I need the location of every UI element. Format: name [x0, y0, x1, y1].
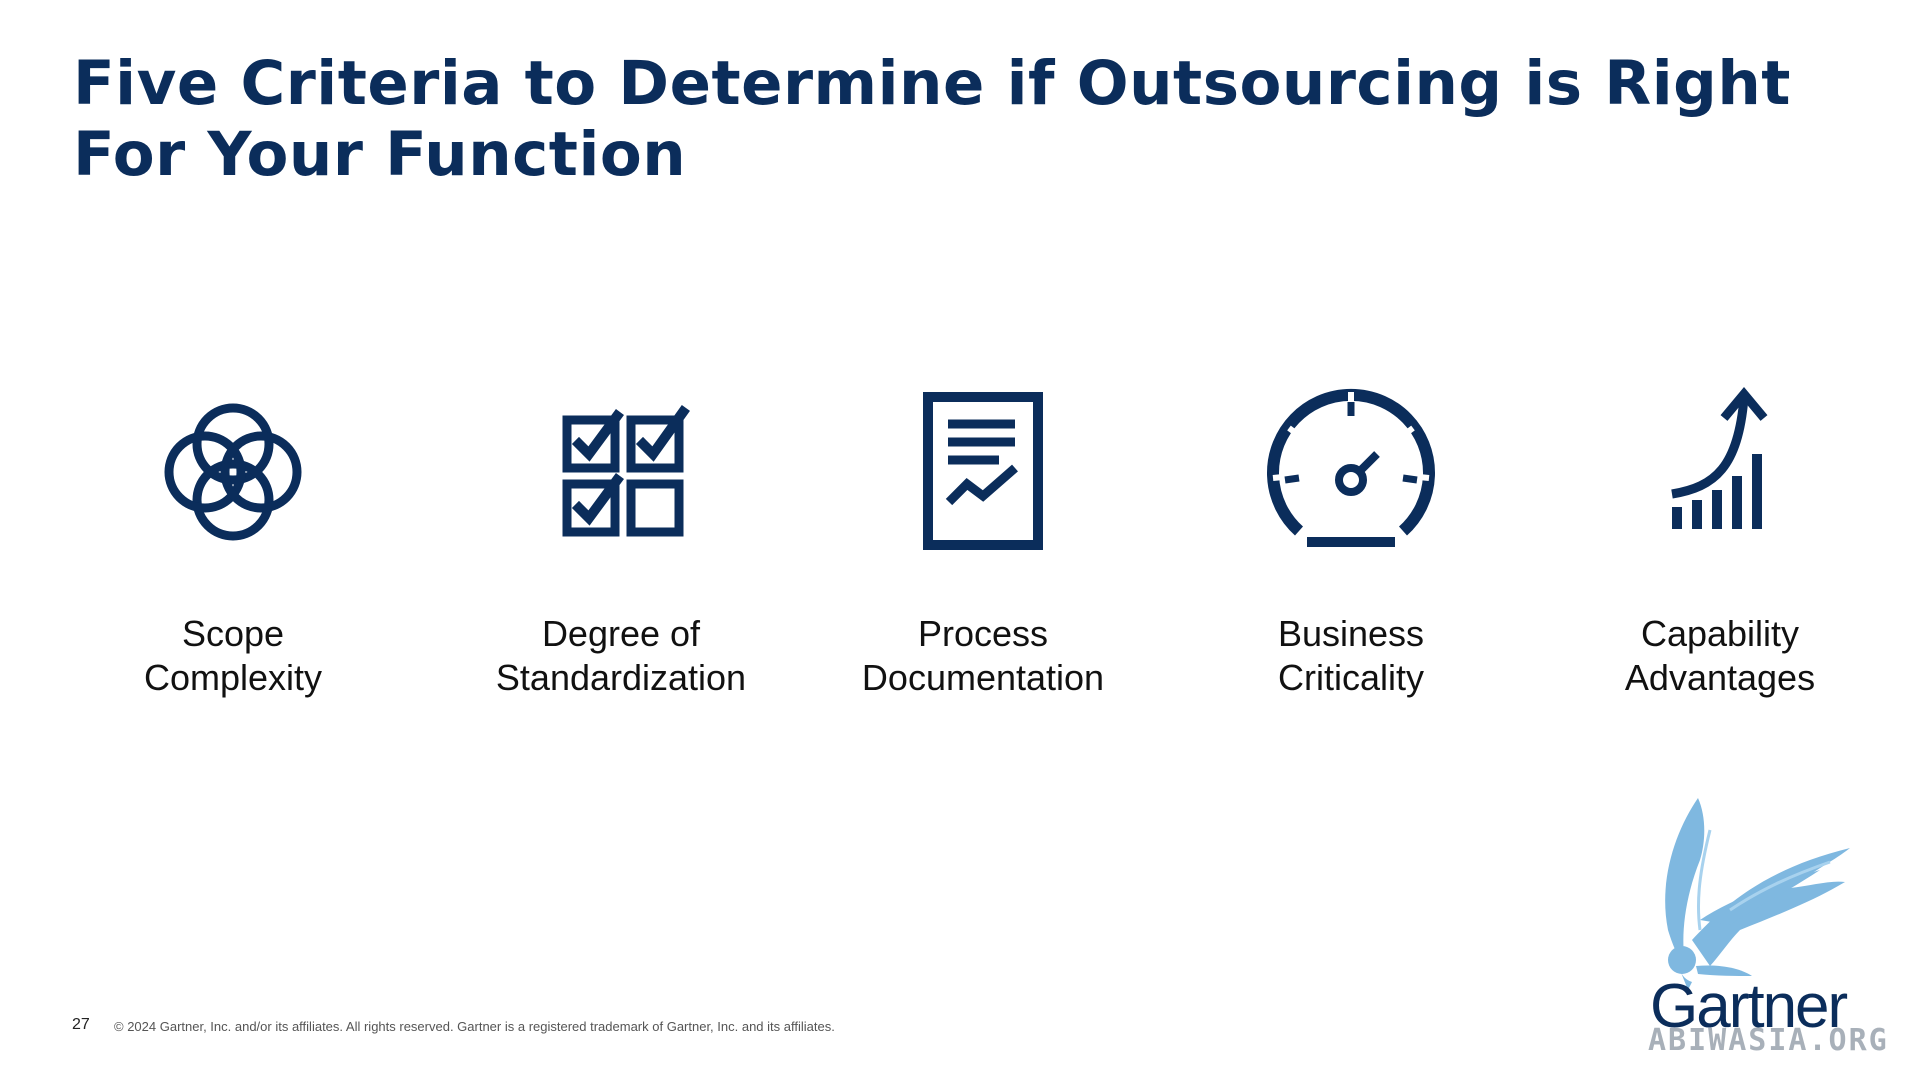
- interlocking-circles-icon: [133, 372, 333, 572]
- watermark: ABIWASIA.ORG: [1648, 1023, 1889, 1058]
- gartner-logo: Gartner ABIWASIA.ORG: [1640, 790, 1910, 1056]
- criterion-label: Scope Complexity: [143, 613, 323, 698]
- checklist-grid-icon: [521, 372, 721, 572]
- criterion-label: Process Documentation: [861, 613, 1105, 698]
- bird-wing-icon: [1665, 798, 1850, 990]
- criterion-label: Degree of Standardization: [495, 613, 747, 698]
- logo-wordmark: Gartner: [1650, 972, 1848, 1041]
- page-number: 27: [72, 1016, 90, 1033]
- title-line-1: Five Criteria to Determine if Outsourcin…: [73, 48, 1791, 119]
- criterion-process-documentation: Process Documentation: [803, 372, 1163, 700]
- page-title: Five Criteria to Determine if Outsourcin…: [73, 48, 1853, 190]
- criterion-degree-of-standardization: Degree of Standardization: [441, 372, 801, 700]
- criterion-capability-advantages: Capability Advantages: [1540, 372, 1900, 700]
- growth-chart-icon: [1620, 372, 1820, 572]
- criterion-label: Business Criticality: [1277, 613, 1425, 698]
- title-line-2: For Your Function: [73, 119, 687, 190]
- criterion-scope-complexity: Scope Complexity: [53, 372, 413, 700]
- copyright-notice: © 2024 Gartner, Inc. and/or its affiliat…: [114, 1019, 835, 1034]
- criterion-label: Capability Advantages: [1624, 613, 1816, 698]
- criterion-business-criticality: Business Criticality: [1171, 372, 1531, 700]
- document-chart-icon: [883, 372, 1083, 572]
- speedometer-icon: [1251, 372, 1451, 572]
